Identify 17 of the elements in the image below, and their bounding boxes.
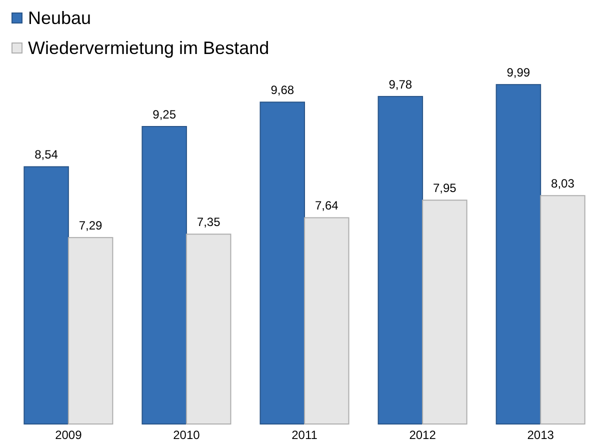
legend-label: Wiedervermietung im Bestand <box>28 38 270 58</box>
data-label: 7,35 <box>196 215 221 230</box>
x-tick-label: 2010 <box>173 428 200 442</box>
data-label: 9,99 <box>506 66 530 80</box>
x-tick-label: 2011 <box>292 428 318 442</box>
x-tick-label: 2009 <box>55 428 82 442</box>
data-label: 9,68 <box>270 83 294 98</box>
legend-label: Neubau <box>28 8 92 28</box>
data-label: 8,03 <box>551 176 575 191</box>
data-label: 7,95 <box>432 181 457 196</box>
data-label: 7,29 <box>78 218 103 233</box>
data-label: 9,78 <box>388 77 412 92</box>
x-tick-label: 2012 <box>409 428 436 442</box>
data-label: 9,25 <box>152 108 176 122</box>
data-label: 8,54 <box>34 148 58 162</box>
data-label: 7,64 <box>314 198 339 213</box>
x-tick-label: 2013 <box>527 428 554 442</box>
